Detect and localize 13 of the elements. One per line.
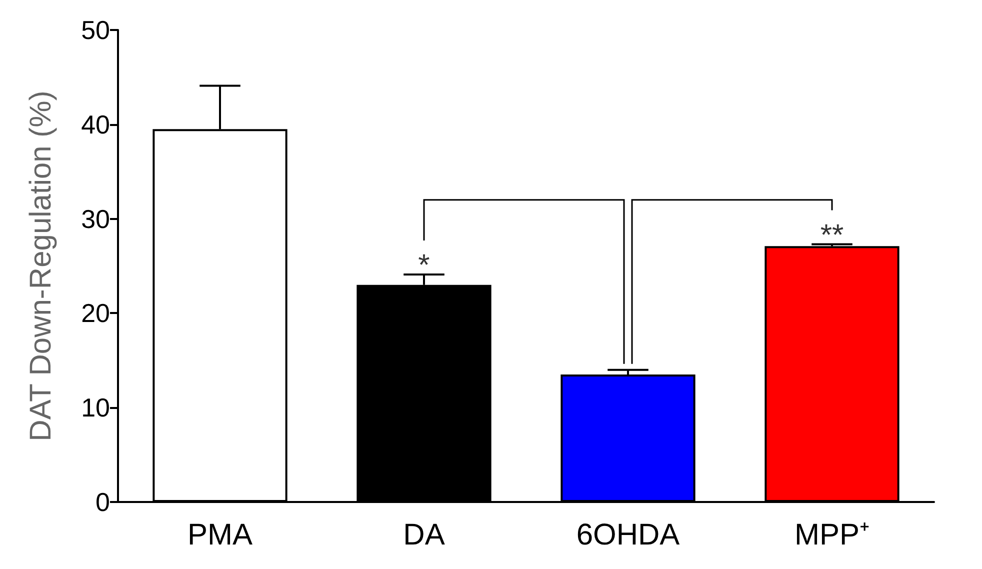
x-tick-label: DA bbox=[403, 518, 445, 552]
y-tick-label: 40 bbox=[81, 109, 110, 140]
x-tick-label: 6OHDA bbox=[576, 518, 680, 552]
annotation: ** bbox=[820, 218, 844, 252]
y-axis-title: DAT Down-Regulation (%) bbox=[24, 90, 58, 442]
x-tick-label: MPP⁺ bbox=[794, 518, 870, 552]
y-tick-label: 10 bbox=[81, 392, 110, 423]
y-tick-label: 20 bbox=[81, 298, 110, 328]
y-tick-label: 0 bbox=[96, 487, 110, 517]
y-tick-label: 50 bbox=[81, 15, 110, 45]
y-tick-label: 30 bbox=[81, 204, 110, 234]
x-tick-label: PMA bbox=[187, 518, 253, 552]
annotation: * bbox=[418, 248, 430, 282]
